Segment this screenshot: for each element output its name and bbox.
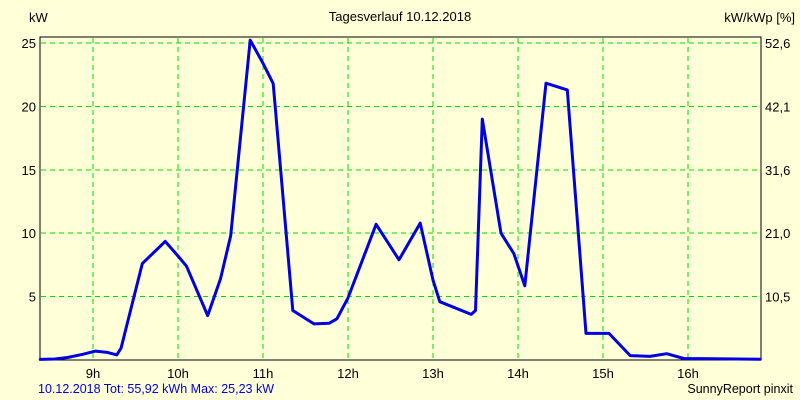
right-axis-tick-label: 10,5 [765,290,790,305]
footer-branding-text: SunnyReport pinxit [687,382,793,396]
right-axis-tick-label: 21,0 [765,226,790,241]
y-axis-tick-label: 15 [22,163,36,178]
right-axis-tick-label: 52,6 [765,36,790,51]
y-axis-tick-label: 20 [22,99,36,114]
footer-summary-text: 10.12.2018 Tot: 55,92 kWh Max: 25,23 kW [38,382,275,396]
pv-power-line [38,38,762,361]
y-axis-tick-label: 5 [29,290,36,305]
x-axis-tick-label: 10h [167,366,189,381]
left-axis-unit-label: kW [29,10,48,25]
x-axis-tick-label: 13h [422,366,444,381]
x-axis-tick-label: 12h [337,366,359,381]
x-axis-tick-label: 11h [253,366,274,381]
right-axis-tick-label: 42,1 [765,99,790,114]
plot-frame [39,36,762,361]
right-axis-tick-label: 31,6 [765,163,790,178]
right-axis-unit-label: kW/kWp [%] [724,10,795,25]
x-axis-tick-label: 15h [592,366,614,381]
chart-title: Tagesverlauf 10.12.2018 [328,9,472,24]
x-axis-tick-label: 16h [677,366,699,381]
x-axis-tick-label: 14h [507,366,529,381]
y-axis-tick-label: 25 [22,36,36,51]
x-axis-tick-label: 9h [86,366,100,381]
y-axis-tick-label: 10 [22,226,36,241]
